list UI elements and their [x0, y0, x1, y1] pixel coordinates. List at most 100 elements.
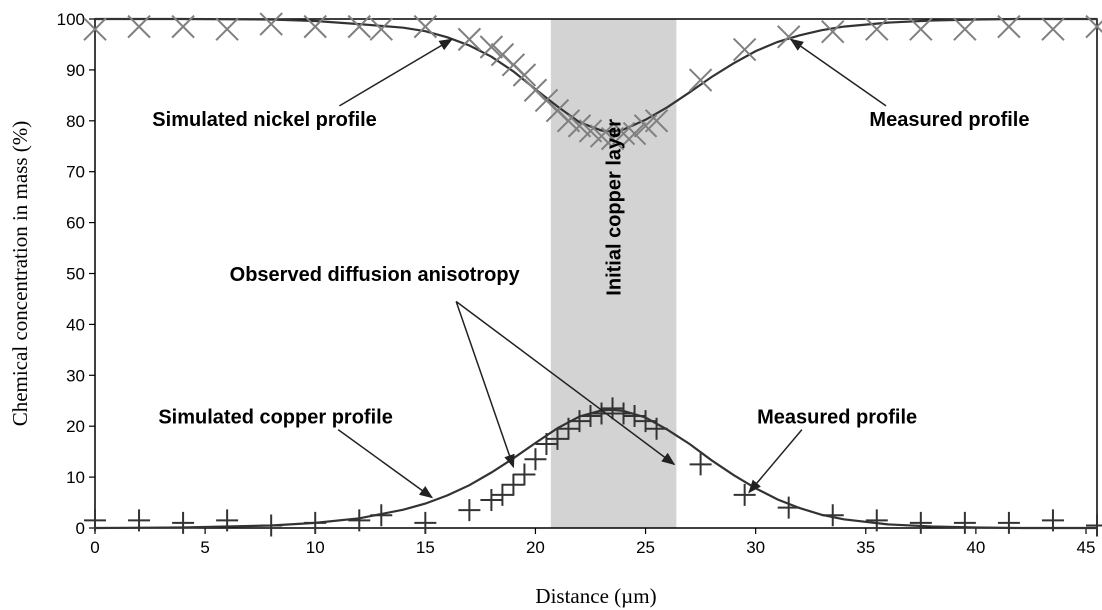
copper-measured-point	[458, 499, 481, 522]
x-tick-label: 20	[526, 538, 545, 557]
copper-measured-point	[634, 410, 657, 433]
annotation-label: Measured profile	[757, 407, 917, 429]
x-axis-title: Distance (µm)	[535, 584, 656, 608]
copper-measured-point	[568, 410, 591, 433]
nickel-measured-point	[909, 17, 933, 41]
nickel-measured-point	[413, 14, 438, 39]
annotation-label: Observed diffusion anisotropy	[230, 264, 521, 286]
shaded-region-label: Initial copper layer	[604, 119, 626, 296]
nickel-measured-point	[633, 114, 658, 138]
annotation-arrow	[455, 301, 515, 469]
copper-measured-point	[733, 483, 756, 506]
nickel-measured-point	[997, 14, 1021, 39]
copper-measured-point	[579, 405, 602, 428]
nickel-measured-point	[303, 14, 327, 39]
copper-measured-point	[524, 448, 547, 471]
nickel-measured-point	[479, 35, 504, 59]
x-tick-label: 10	[306, 538, 325, 557]
copper-measured-point	[513, 463, 536, 486]
copper-measured-point	[546, 427, 569, 450]
y-tick-label: 80	[66, 112, 85, 131]
x-tick-label: 30	[746, 538, 765, 557]
copper-measured-point	[612, 402, 635, 425]
copper-measured-point	[1041, 509, 1064, 532]
x-tick-label: 25	[636, 538, 655, 557]
nickel-measured-point	[457, 27, 482, 52]
copper-measured-point	[84, 509, 106, 532]
x-tick-label: 0	[90, 538, 99, 557]
copper-measured-point	[304, 511, 327, 534]
nickel-measured-point	[644, 109, 669, 133]
copper-measured-point	[689, 453, 712, 476]
annotation-label: Simulated copper profile	[158, 407, 392, 429]
simulated-profile-line-0	[95, 17, 1097, 133]
nickel-measured-point	[127, 14, 151, 39]
nickel-measured-point	[821, 20, 845, 44]
annotation-arrow	[748, 429, 803, 494]
copper-measured-point	[535, 433, 558, 456]
x-tick-label: 40	[966, 538, 985, 557]
copper-measured-point	[370, 504, 393, 527]
copper-measured-point	[128, 509, 151, 532]
annotation-arrow	[789, 38, 887, 107]
x-tick-label: 15	[416, 538, 435, 557]
copper-measured-point	[348, 509, 371, 532]
x-tick-label: 5	[200, 538, 209, 557]
nickel-measured-point	[865, 17, 889, 41]
nickel-measured-point	[611, 121, 636, 146]
copper-measured-point	[172, 511, 195, 534]
y-axis-title: Chemical concentration in mass (%)	[8, 121, 32, 427]
nickel-measured-point	[688, 68, 713, 92]
copper-measured-point	[601, 397, 624, 420]
y-tick-label: 50	[66, 265, 85, 284]
copper-measured-point	[557, 417, 580, 440]
y-tick-label: 70	[66, 163, 85, 182]
copper-measured-point	[260, 514, 283, 537]
nickel-measured-point	[600, 126, 625, 151]
y-tick-label: 10	[66, 468, 85, 487]
nickel-measured-point	[567, 114, 592, 138]
annotation-label: Measured profile	[869, 109, 1029, 131]
copper-measured-point	[216, 509, 239, 532]
y-tick-label: 20	[66, 417, 85, 436]
nickel-measured-point	[1041, 17, 1065, 41]
nickel-measured-point	[578, 119, 603, 143]
nickel-measured-point	[1085, 14, 1102, 39]
copper-measured-point	[777, 496, 800, 519]
nickel-measured-point	[556, 109, 581, 133]
nickel-measured-point	[171, 14, 195, 39]
copper-measured-point	[865, 509, 888, 532]
annotation-arrow	[337, 429, 434, 499]
x-tick-label: 35	[856, 538, 875, 557]
annotation-label: Simulated nickel profile	[152, 109, 377, 131]
initial-copper-layer-band	[550, 19, 677, 528]
copper-measured-point	[821, 504, 844, 527]
nickel-measured-point	[369, 17, 393, 41]
copper-measured-point	[480, 489, 503, 512]
y-tick-label: 90	[66, 61, 85, 80]
copper-measured-point	[502, 473, 525, 496]
annotation-arrow	[339, 38, 453, 107]
y-tick-label: 30	[66, 366, 85, 385]
x-tick-label: 45	[1077, 538, 1096, 557]
copper-measured-point	[491, 483, 514, 506]
copper-measured-point	[590, 402, 613, 425]
y-tick-label: 100	[57, 10, 85, 29]
nickel-measured-point	[259, 12, 283, 36]
copper-measured-point	[623, 405, 646, 428]
copper-measured-point	[1086, 514, 1102, 537]
copper-measured-point	[414, 511, 437, 534]
simulated-profile-line-2	[94, 408, 1097, 530]
y-tick-label: 0	[76, 519, 85, 538]
copper-measured-point	[645, 417, 668, 440]
nickel-measured-point	[953, 17, 977, 41]
copper-measured-point	[909, 511, 932, 534]
nickel-measured-point	[732, 37, 757, 62]
nickel-measured-point	[622, 121, 647, 146]
nickel-measured-point	[83, 17, 107, 41]
nickel-measured-point	[215, 17, 239, 41]
copper-measured-point	[953, 511, 976, 534]
y-tick-label: 40	[66, 315, 85, 334]
nickel-measured-point	[512, 63, 537, 87]
